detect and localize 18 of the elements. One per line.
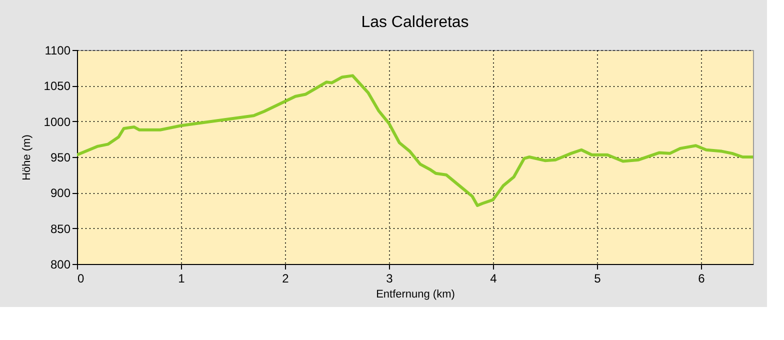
y-tick-label: 1050: [44, 79, 71, 94]
y-tick-label: 1000: [44, 114, 71, 129]
x-tick-label: 6: [698, 272, 706, 286]
x-axis-title: Entfernung (km): [376, 288, 455, 300]
x-tick-label: 3: [386, 272, 394, 286]
line-series: [77, 74, 753, 208]
y-tick-label: 950: [50, 150, 71, 164]
x-tick-label: 0: [78, 272, 84, 286]
y-tick-label: 850: [50, 222, 71, 236]
x-tick-label: 5: [594, 272, 602, 286]
y-tick-label: 800: [50, 258, 71, 272]
chart-title: Las Calderetas: [361, 14, 469, 31]
x-tick-label: 2: [282, 272, 290, 286]
y-axis-title: Höhe (m): [20, 134, 33, 180]
y-tick-label: 1100: [44, 44, 71, 58]
x-tick-label: 4: [490, 272, 498, 286]
y-tick-label: 900: [50, 186, 71, 200]
x-tick-label: 1: [178, 272, 186, 286]
